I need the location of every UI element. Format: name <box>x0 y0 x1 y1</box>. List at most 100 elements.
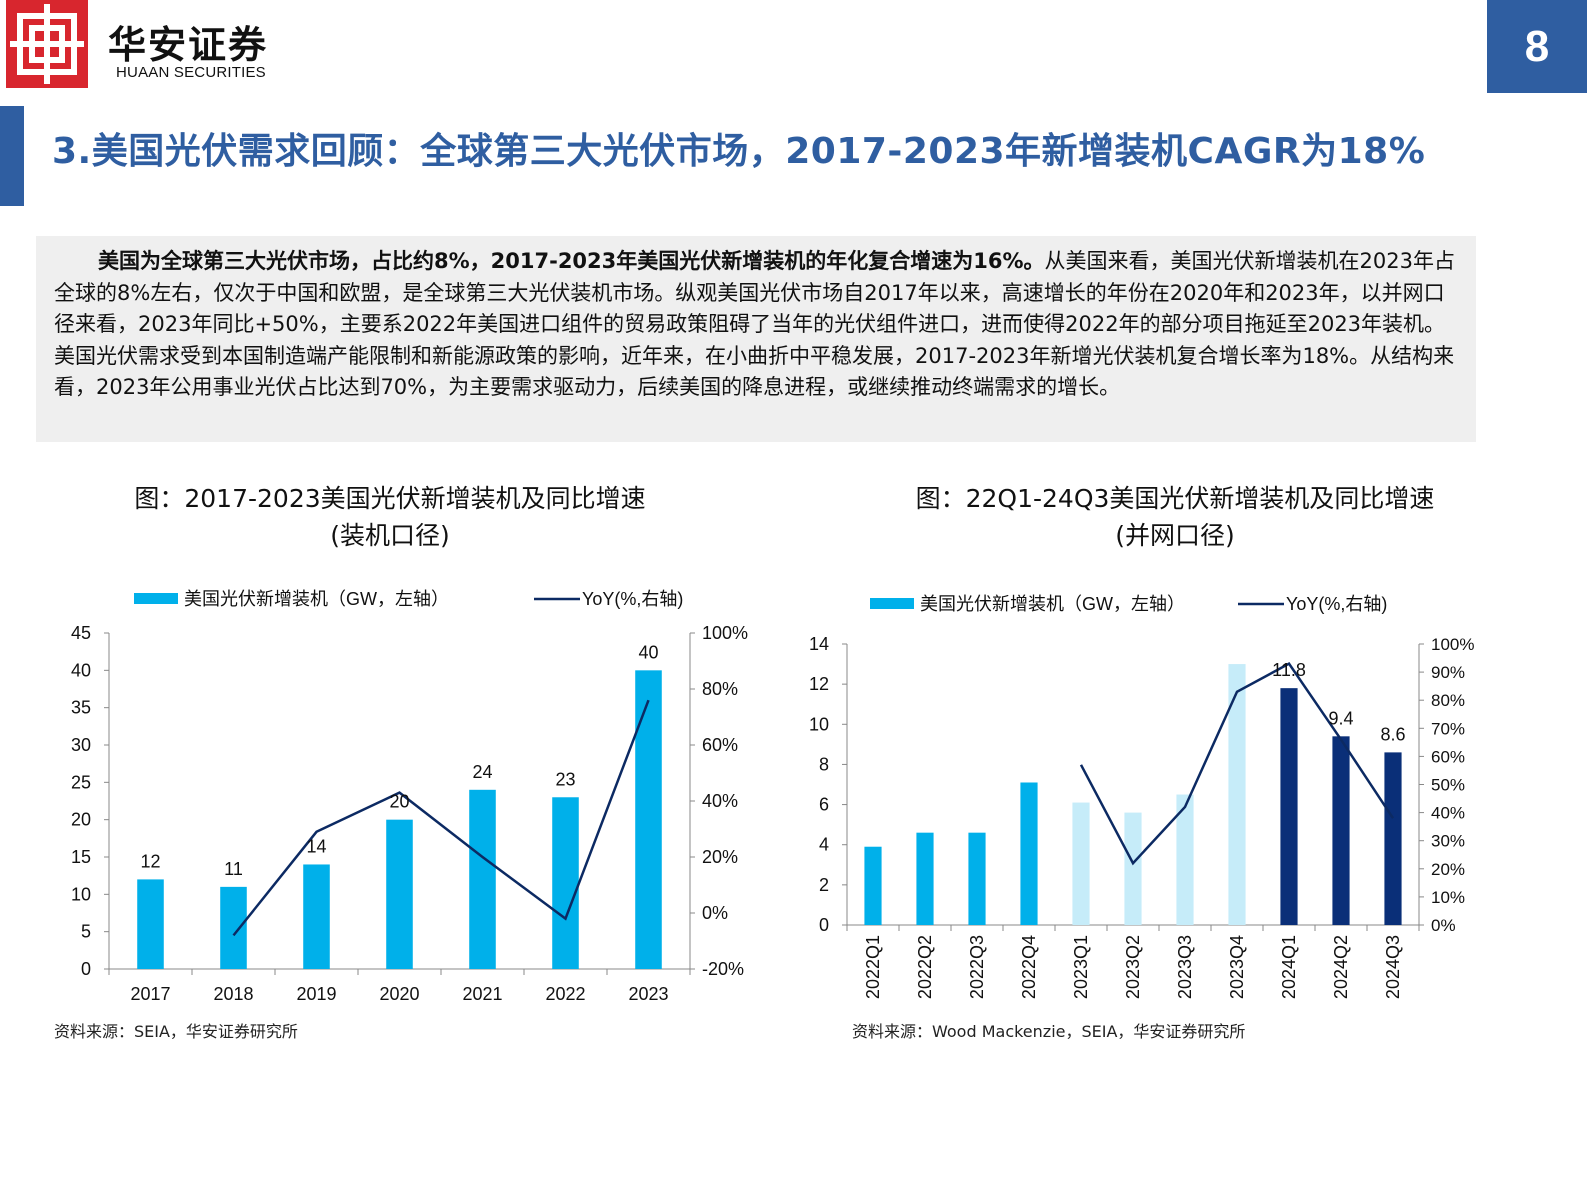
left-combo-chart: 美国光伏新增装机（GW，左轴） YoY(%,右轴) 0 5 10 15 20 25 30 35 40… <box>71 589 748 1004</box>
right-bar <box>1124 812 1142 925</box>
summary-body: 从美国来看，美国光伏新增装机在2023年占全球的8%左右，仅次于中国和欧盟，是全… <box>54 249 1455 399</box>
right-y-right-tick-label: 20% <box>1431 860 1465 879</box>
right-y-right-tick-label: 50% <box>1431 776 1465 795</box>
right-x-tick-label: 2023Q2 <box>1123 935 1143 999</box>
left-chart-source: 资料来源：SEIA，华安证券研究所 <box>54 1022 298 1041</box>
right-bar <box>1072 802 1090 925</box>
right-bar <box>1384 752 1402 925</box>
right-x-tick-label: 2023Q4 <box>1227 935 1247 999</box>
right-y-left-tick-label: 14 <box>809 634 829 654</box>
left-y-left-tick-label: 45 <box>71 623 91 643</box>
right-bar-data-label: 11.8 <box>1272 660 1306 680</box>
left-legend-line-label: YoY(%,右轴) <box>582 589 683 609</box>
right-y-right-tick-label: 0% <box>1431 916 1456 935</box>
right-x-tick-label: 2022Q4 <box>1019 935 1039 999</box>
page-title: 3.美国光伏需求回顾：全球第三大光伏市场，2017-2023年新增装机CAGR为… <box>52 131 1426 172</box>
left-y-left-tick-label: 5 <box>81 922 91 942</box>
summary-box: 美国为全球第三大光伏市场，占比约8%，2017-2023年美国光伏新增装机的年化… <box>36 236 1476 442</box>
right-bar <box>864 846 882 925</box>
right-y-right-tick-label: 70% <box>1431 719 1465 738</box>
right-bar <box>1020 782 1038 925</box>
left-y-right-tick-label: 0% <box>702 903 728 923</box>
right-y-right-tick-label: 100% <box>1431 635 1474 654</box>
left-x-tick-label: 2017 <box>130 984 170 1004</box>
right-x-tick-label: 2024Q1 <box>1279 935 1299 999</box>
left-yoy-line <box>232 699 650 937</box>
right-y-left-tick-label: 8 <box>819 754 829 774</box>
right-chart-source: 资料来源：Wood Mackenzie，SEIA，华安证券研究所 <box>852 1022 1246 1041</box>
right-bar <box>1280 688 1298 925</box>
right-y-left-tick-label: 6 <box>819 795 829 815</box>
left-bar-data-label: 14 <box>306 836 326 856</box>
right-x-tick-label: 2024Q2 <box>1331 935 1351 999</box>
left-y-left-tick-label: 15 <box>71 847 91 867</box>
right-yoy-line <box>1079 662 1395 866</box>
right-y-left-tick-label: 2 <box>819 875 829 895</box>
brand-name-cn: 华安证券 <box>108 22 269 67</box>
left-y-left-tick-label: 25 <box>71 772 91 792</box>
right-x-tick-label: 2023Q1 <box>1071 935 1091 999</box>
left-bar <box>220 886 247 969</box>
left-chart-title-line1: 图：2017-2023美国光伏新增装机及同比增速 <box>134 484 646 513</box>
left-legend-bar-label: 美国光伏新增装机（GW，左轴） <box>184 589 449 609</box>
right-bar <box>1228 664 1246 925</box>
left-x-tick-label: 2022 <box>545 984 585 1004</box>
left-y-left-tick-label: 35 <box>71 698 91 718</box>
right-bar-data-label: 9.4 <box>1328 708 1353 728</box>
left-bar <box>552 797 579 969</box>
right-x-tick-label: 2022Q2 <box>915 935 935 999</box>
left-bar <box>303 864 330 969</box>
left-y-right-tick-label: -20% <box>702 959 744 979</box>
right-chart-title: 图：22Q1-24Q3美国光伏新增装机及同比增速 (并网口径) <box>830 480 1520 554</box>
left-y-left-tick-label: 20 <box>71 810 91 830</box>
summary-lead: 美国为全球第三大光伏市场，占比约8%，2017-2023年美国光伏新增装机的年化… <box>98 249 1045 273</box>
right-y-left-tick-label: 4 <box>819 835 829 855</box>
left-y-right-tick-label: 80% <box>702 679 738 699</box>
left-legend-bar-swatch <box>134 593 178 604</box>
right-y-right-tick-label: 90% <box>1431 663 1465 682</box>
left-bar-data-label: 12 <box>140 851 160 871</box>
left-x-tick-label: 2023 <box>628 984 668 1004</box>
left-bar-data-label: 40 <box>638 642 658 662</box>
right-y-right-tick-label: 80% <box>1431 691 1465 710</box>
title-accent-bar <box>0 106 24 206</box>
left-bar-data-label: 23 <box>555 769 575 789</box>
right-y-right-tick-label: 30% <box>1431 832 1465 851</box>
right-bar <box>1176 794 1194 925</box>
left-x-tick-label: 2019 <box>296 984 336 1004</box>
left-bar-data-label: 11 <box>224 859 243 879</box>
left-bar <box>469 789 496 969</box>
page-number: 8 <box>1487 0 1587 93</box>
right-bar <box>968 832 986 925</box>
left-bar <box>137 879 164 969</box>
left-x-tick-label: 2018 <box>213 984 253 1004</box>
right-bar <box>1332 736 1350 925</box>
right-y-left-tick-label: 12 <box>809 674 829 694</box>
left-chart-title: 图：2017-2023美国光伏新增装机及同比增速 (装机口径) <box>40 480 740 554</box>
left-bar-data-label: 20 <box>389 792 409 812</box>
right-legend-line-label: YoY(%,右轴) <box>1286 594 1387 614</box>
left-y-left-tick-label: 0 <box>81 959 91 979</box>
left-y-right-tick-label: 60% <box>702 735 738 755</box>
right-y-left-tick-label: 10 <box>809 714 829 734</box>
left-chart-title-line2: (装机口径) <box>330 521 450 550</box>
left-y-right-tick-label: 20% <box>702 847 738 867</box>
right-x-tick-label: 2022Q1 <box>863 935 883 999</box>
left-x-tick-label: 2021 <box>462 984 502 1004</box>
brand-logo <box>6 0 88 88</box>
right-bar <box>916 832 934 925</box>
right-x-tick-label: 2023Q3 <box>1175 935 1195 999</box>
brand-name-en: HUAAN SECURITIES <box>116 64 266 81</box>
right-chart-title-line2: (并网口径) <box>1115 521 1235 550</box>
right-y-right-tick-label: 60% <box>1431 747 1465 766</box>
right-x-tick-label: 2024Q3 <box>1383 935 1403 999</box>
right-y-right-tick-label: 10% <box>1431 888 1465 907</box>
left-y-right-tick-label: 40% <box>702 791 738 811</box>
left-y-left-tick-label: 30 <box>71 735 91 755</box>
left-y-right-tick-label: 100% <box>702 623 748 643</box>
right-combo-chart: 美国光伏新增装机（GW，左轴） YoY(%,右轴) 0 2 4 6 8 10 12 14 0% 10%… <box>809 594 1475 999</box>
right-y-left-tick-label: 0 <box>819 915 829 935</box>
right-x-tick-label: 2022Q3 <box>967 935 987 999</box>
right-bar-data-label: 8.6 <box>1380 724 1405 744</box>
right-legend-bar-swatch <box>870 598 914 609</box>
